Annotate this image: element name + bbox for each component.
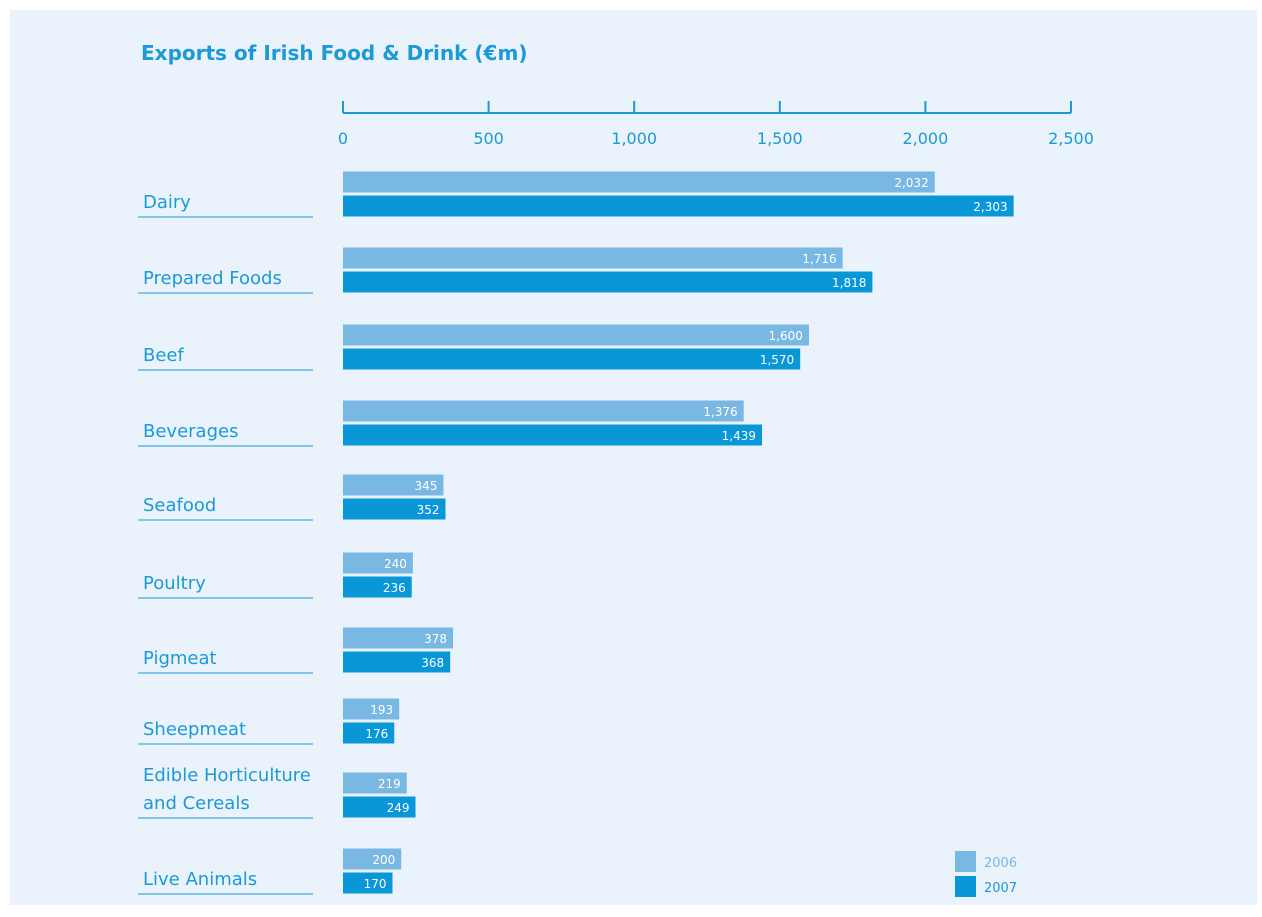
bar-2007 — [343, 424, 763, 446]
bar-value-label: 176 — [365, 727, 388, 741]
category-row: Prepared Foods 1,716 1,818 — [138, 247, 873, 294]
bar-value-label: 1,376 — [703, 405, 737, 419]
category-label: Sheepmeat — [143, 719, 246, 740]
category-label: Prepared Foods — [143, 268, 282, 289]
bar-2007 — [343, 348, 801, 370]
bar-2006 — [343, 698, 400, 720]
legend-swatch-2006 — [955, 851, 976, 872]
bar-value-label: 1,570 — [760, 353, 794, 367]
bar-2007 — [343, 651, 451, 673]
x-tick-label: 2,000 — [902, 129, 948, 148]
bar-value-label: 368 — [421, 656, 444, 670]
category-row: Seafood 345 352 — [138, 474, 446, 521]
chart-title: Exports of Irish Food & Drink (€m) — [141, 41, 527, 65]
category-label: Dairy — [143, 192, 191, 213]
bar-value-label: 200 — [372, 853, 395, 867]
category-row: Edible Horticulture and Cereals 219 249 — [138, 765, 416, 819]
bar-2007 — [343, 195, 1014, 217]
bar-2006 — [343, 627, 454, 649]
bar-value-label: 378 — [424, 632, 447, 646]
legend-label-2006: 2006 — [984, 856, 1017, 871]
bar-value-label: 1,439 — [722, 429, 756, 443]
bar-2007 — [343, 796, 416, 818]
bar-value-label: 170 — [364, 877, 387, 891]
category-row: Sheepmeat 193 176 — [138, 698, 400, 745]
category-label: Poultry — [143, 573, 206, 594]
category-label: Beverages — [143, 421, 238, 442]
bar-value-label: 236 — [383, 581, 406, 595]
bar-2006 — [343, 247, 843, 269]
bar-2006 — [343, 324, 809, 346]
chart-panel — [10, 10, 1257, 905]
category-label: Edible Horticulture — [143, 765, 311, 786]
bar-value-label: 219 — [378, 777, 401, 791]
bar-2006 — [343, 171, 935, 193]
legend-label-2007: 2007 — [984, 881, 1017, 896]
bar-value-label: 2,303 — [973, 200, 1007, 214]
category-row: Dairy 2,032 2,303 — [138, 171, 1014, 218]
x-tick-label: 500 — [473, 129, 504, 148]
category-label: Beef — [143, 345, 184, 366]
x-tick-label: 1,000 — [611, 129, 657, 148]
category-row: Live Animals 200 170 — [138, 848, 402, 895]
x-tick-label: 1,500 — [757, 129, 803, 148]
category-row: Beverages 1,376 1,439 — [138, 400, 763, 447]
bar-value-label: 345 — [415, 479, 438, 493]
bar-2006 — [343, 474, 444, 496]
category-label: Live Animals — [143, 869, 257, 890]
bar-2007 — [343, 498, 446, 520]
bar-2006 — [343, 848, 402, 870]
bar-value-label: 193 — [370, 703, 393, 717]
bar-2006 — [343, 400, 744, 422]
category-label: Seafood — [143, 495, 216, 516]
bar-2006 — [343, 772, 407, 794]
bar-value-label: 2,032 — [894, 176, 928, 190]
bar-rows: Dairy 2,032 2,303 Prepared Foods 1,716 1,818 B… — [138, 171, 1014, 895]
bar-value-label: 1,716 — [802, 252, 836, 266]
bar-2007 — [343, 872, 393, 894]
bar-value-label: 249 — [387, 801, 410, 815]
legend-swatch-2007 — [955, 876, 976, 897]
category-label: Pigmeat — [143, 648, 217, 669]
bar-2007 — [343, 722, 395, 744]
bar-2007 — [343, 576, 412, 598]
bar-2006 — [343, 552, 413, 574]
bar-2007 — [343, 271, 873, 293]
bar-value-label: 1,818 — [832, 276, 866, 290]
x-tick-label: 0 — [338, 129, 348, 148]
category-row: Poultry 240 236 — [138, 552, 413, 599]
bar-value-label: 352 — [417, 503, 440, 517]
x-axis: 0 500 1,000 1,500 2,000 2,500 — [338, 101, 1094, 148]
legend: 2006 2007 — [955, 851, 1017, 897]
x-tick-label: 2,500 — [1048, 129, 1094, 148]
bar-value-label: 240 — [384, 557, 407, 571]
category-row: Beef 1,600 1,570 — [138, 324, 809, 371]
category-label: and Cereals — [143, 793, 250, 814]
bar-value-label: 1,600 — [769, 329, 803, 343]
category-row: Pigmeat 378 368 — [138, 627, 454, 674]
